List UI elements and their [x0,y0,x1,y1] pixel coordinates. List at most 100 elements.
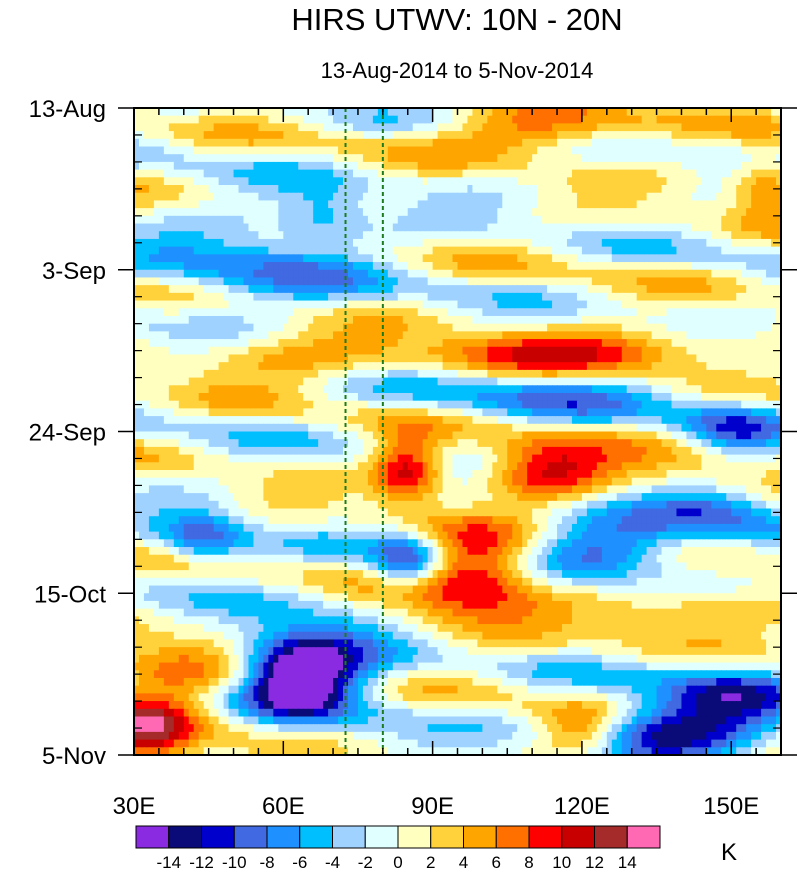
field-cell [686,308,693,317]
field-cell [328,177,334,186]
field-cell [253,215,260,225]
field-cell [253,354,260,363]
field-cell [402,262,409,271]
field-cell [283,177,289,186]
field-cell [621,315,628,325]
field-cell [268,354,274,363]
field-cell [701,231,707,240]
field-cell [193,254,200,263]
field-cell [601,223,608,232]
field-cell [492,223,498,232]
field-cell [611,362,618,371]
field-cell [571,123,578,132]
field-cell [482,323,488,332]
field-cell [766,362,772,371]
field-cell [417,315,424,325]
field-cell [437,177,444,186]
field-cell [328,154,334,163]
field-cell [402,161,409,171]
field-cell [741,161,747,171]
field-cell [721,285,727,294]
field-cell [691,346,697,356]
field-cell [298,285,304,294]
field-cell [452,169,459,178]
field-cell [263,115,269,124]
field-cell [148,300,155,309]
field-cell [771,215,777,225]
field-cell [616,200,623,209]
field-cell [666,362,673,371]
field-cell [178,185,185,194]
field-cell [213,285,220,294]
field-cell [432,200,439,209]
field-cell [721,208,727,217]
field-cell [173,169,180,178]
field-cell [288,238,294,248]
field-cell [348,339,354,348]
field-cell [273,362,279,371]
field-cell [412,185,419,194]
field-cell [542,238,548,248]
field-cell [357,223,364,232]
field-cell [581,339,588,348]
field-cell [348,123,354,132]
field-cell [263,369,269,379]
field-cell [323,177,329,186]
field-cell [183,269,190,279]
field-cell [168,400,175,409]
field-cell [228,238,235,248]
field-cell [557,292,563,302]
field-cell [562,339,568,348]
field-cell [741,154,747,163]
field-cell [134,323,140,332]
field-cell [143,292,150,302]
field-cell [367,308,374,317]
field-cell [447,262,454,271]
field-cell [566,339,573,348]
field-cell [566,346,573,356]
field-cell [711,369,717,379]
field-cell [676,138,683,148]
field-cell [542,377,548,386]
field-cell [328,146,334,155]
field-cell [661,285,668,294]
field-cell [596,308,603,317]
field-cell [313,208,319,217]
field-cell [243,208,250,217]
field-cell [417,238,424,248]
field-cell [293,300,299,309]
field-cell [656,131,663,140]
field-cell [407,246,414,255]
field-cell [427,115,434,124]
field-cell [776,146,781,155]
field-cell [168,185,175,194]
field-cell [268,269,274,279]
field-cell [557,200,563,209]
field-cell [502,231,508,240]
field-cell [741,339,747,348]
field-cell [691,215,697,225]
field-cell [333,262,339,271]
field-cell [641,346,648,356]
field-cell [477,331,483,340]
field-cell [686,362,693,371]
field-cell [258,108,264,117]
field-cell [611,154,618,163]
field-cell [586,123,593,132]
field-cell [278,269,284,279]
field-cell [153,377,160,386]
field-cell [736,108,742,117]
field-cell [407,123,414,132]
field-cell [318,115,324,124]
field-cell [163,362,170,371]
field-cell [382,362,389,371]
field-cell [387,154,394,163]
field-cell [611,315,618,325]
field-cell [621,385,628,394]
field-cell [522,161,528,171]
field-cell [298,146,304,155]
field-cell [333,369,339,379]
field-cell [641,315,648,325]
field-cell [591,177,598,186]
field-cell [437,315,444,325]
